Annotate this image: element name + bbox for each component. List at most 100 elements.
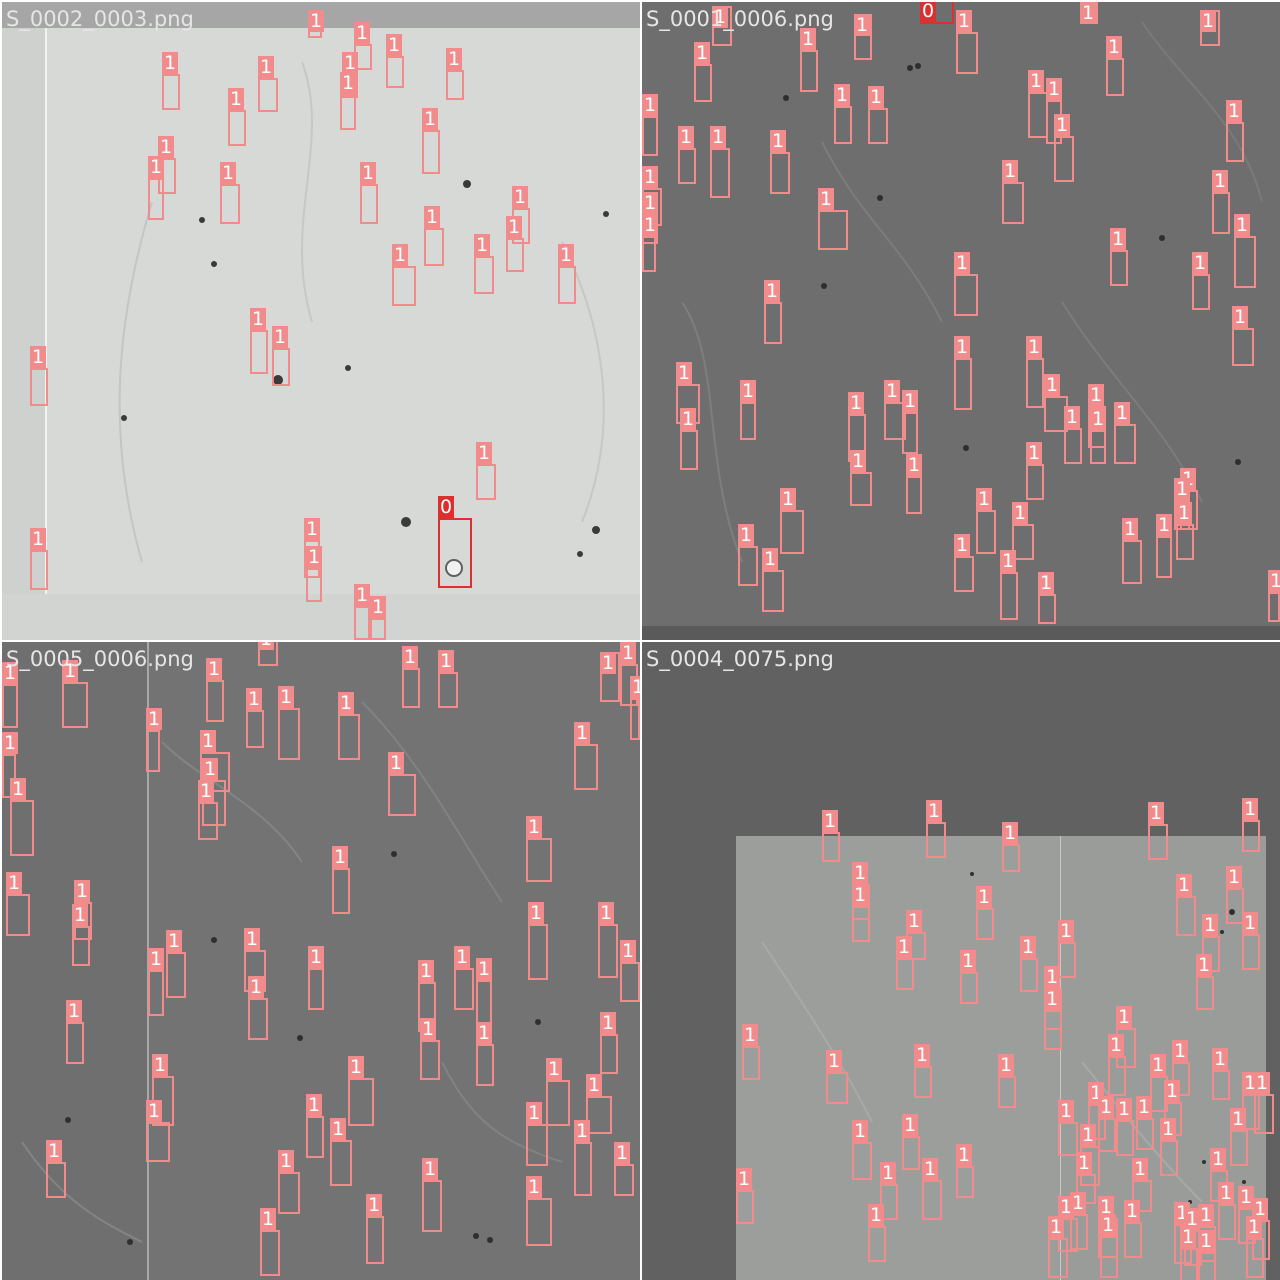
bounding-box [246, 710, 264, 748]
bounding-box [764, 302, 782, 344]
class-label: 1 [1028, 70, 1045, 92]
bounding-box [822, 832, 840, 862]
bounding-box [278, 1172, 300, 1214]
bounding-box [1070, 1214, 1088, 1250]
class-label: 1 [712, 6, 729, 28]
class-label: 1 [852, 1120, 869, 1142]
class-label: 1 [854, 14, 871, 36]
class-label: 1 [392, 244, 409, 266]
class-label: 1 [206, 658, 223, 680]
bounding-box [338, 714, 360, 760]
bounding-box [2, 754, 16, 798]
class-label: 1 [740, 380, 757, 402]
bounding-box [1106, 58, 1124, 96]
class-label: 1 [1124, 1200, 1141, 1222]
bounding-box [902, 1136, 920, 1170]
class-label: 1 [1200, 10, 1217, 32]
class-label: 1 [1080, 1124, 1097, 1146]
bounding-box [926, 822, 946, 858]
bounding-box [1058, 1122, 1078, 1156]
class-label: 1 [2, 662, 19, 684]
bounding-box [914, 1066, 932, 1098]
bounding-box [200, 752, 230, 792]
class-label: 1 [1268, 570, 1280, 592]
class-label: 1 [1254, 1072, 1271, 1094]
class-label: 1 [146, 1100, 163, 1122]
bounding-box [1038, 594, 1056, 624]
class-label: 1 [546, 1058, 563, 1080]
bounding-box [46, 1162, 66, 1198]
bounding-box [976, 908, 994, 940]
bounding-box [762, 570, 784, 612]
bounding-box [1088, 1104, 1106, 1140]
bounding-box [1246, 1238, 1264, 1278]
bounding-box [1242, 820, 1260, 852]
class-label: 1 [348, 1056, 365, 1078]
bounding-box [272, 348, 290, 386]
class-label: 1 [736, 1168, 753, 1190]
class-label: 1 [1000, 550, 1017, 572]
class-label: 1 [1026, 336, 1043, 358]
class-label: 1 [922, 1158, 939, 1180]
class-label: 1 [914, 1044, 931, 1066]
bounding-box [476, 1044, 494, 1086]
class-label: 1 [834, 84, 851, 106]
bounding-box [526, 838, 552, 882]
bounding-box [574, 1142, 592, 1196]
class-label: 1 [1106, 36, 1123, 58]
class-label: 1 [1238, 1186, 1255, 1208]
bounding-box [1232, 328, 1254, 366]
class-label: 1 [954, 252, 971, 274]
class-label: 1 [1002, 160, 1019, 182]
class-label: 1 [770, 130, 787, 152]
class-label: 1 [248, 976, 265, 998]
bounding-box [1044, 1010, 1062, 1050]
class-label: 1 [906, 910, 923, 932]
bounding-box [558, 266, 576, 304]
class-label: 1 [342, 52, 359, 74]
bounding-box [678, 148, 696, 184]
class-label: 1 [148, 156, 165, 178]
class-label: 1 [386, 34, 403, 56]
bounding-box [366, 1216, 384, 1264]
image-filename: S_0005_0006.png [6, 647, 194, 671]
class-label: 1 [710, 126, 727, 148]
class-label: 1 [246, 688, 263, 710]
class-label: 1 [822, 810, 839, 832]
class-label: 1 [1122, 518, 1139, 540]
bounding-box [1002, 844, 1020, 872]
bounding-box [526, 1198, 552, 1246]
class-label: 1 [258, 56, 275, 78]
bounding-box [1100, 1236, 1118, 1278]
class-label: 1 [848, 392, 865, 414]
bounding-box [308, 968, 324, 1010]
class-label: 1 [422, 1158, 439, 1180]
bounding-box [956, 32, 978, 74]
class-label: 1 [1098, 1096, 1115, 1118]
class-label: 1 [1150, 1054, 1167, 1076]
bounding-box [906, 476, 922, 514]
bounding-box [228, 110, 246, 146]
class-label: 1 [880, 1162, 897, 1184]
bounding-box [742, 1046, 760, 1080]
class-label: 1 [1054, 114, 1071, 136]
class-label: 1 [1148, 802, 1165, 824]
bounding-box [954, 358, 972, 410]
class-label: 1 [250, 308, 267, 330]
bounding-box [146, 730, 160, 772]
class-label: 1 [360, 162, 377, 184]
class-label: 1 [340, 72, 357, 94]
bounding-box [1148, 824, 1168, 860]
class-label: 1 [1044, 374, 1061, 396]
bounding-box [526, 1124, 548, 1166]
bounding-box [370, 618, 386, 640]
bounding-box [250, 330, 268, 374]
class-label: 1 [402, 646, 419, 668]
class-label: 1 [1176, 874, 1193, 896]
class-label: 1 [354, 22, 371, 44]
bounding-box [1058, 942, 1076, 978]
class-label: 1 [642, 214, 659, 236]
class-label: 1 [1044, 988, 1061, 1010]
bounding-box [630, 698, 640, 740]
class-label: 1 [1252, 1198, 1269, 1220]
